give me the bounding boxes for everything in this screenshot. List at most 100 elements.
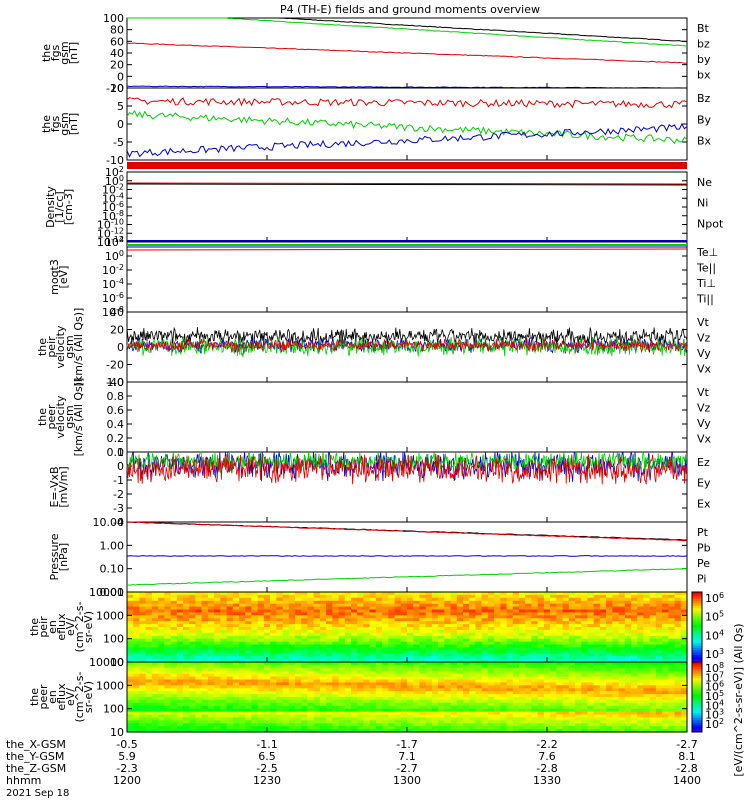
spectrogram-cell: [369, 685, 377, 689]
spectrogram-cell: [419, 688, 427, 692]
spectrogram-cell: [263, 667, 271, 672]
spectrogram-cell: [500, 682, 508, 686]
colorbar-cell: [692, 608, 702, 612]
spectrogram-cell: [369, 708, 377, 713]
spectrogram-cell: [500, 685, 508, 689]
spectrogram-cell: [413, 699, 420, 704]
spectrogram-cell: [543, 723, 551, 727]
spectrogram-cell: [295, 729, 302, 733]
spectrogram-cell: [127, 618, 134, 622]
spectrogram-cell: [419, 702, 427, 707]
spectrogram-cell: [680, 656, 688, 660]
spectrogram-cell: [525, 594, 532, 599]
spectrogram-cell: [183, 688, 190, 692]
spectrogram-cell: [606, 676, 613, 681]
spectrogram-cell: [251, 653, 259, 657]
spectrogram-cell: [674, 673, 682, 678]
spectrogram-cell: [288, 627, 296, 631]
spectrogram-cell: [444, 606, 452, 611]
spectrogram-cell: [680, 635, 688, 640]
spectrogram-cell: [139, 594, 147, 599]
spectrogram-cell: [487, 632, 495, 637]
spectrogram-cell: [444, 682, 452, 686]
spectrogram-cell: [500, 618, 508, 622]
spectrogram-cell: [487, 705, 495, 710]
spectrogram-cell: [581, 632, 588, 637]
y-axis-label: [1/cc]: [53, 191, 66, 222]
spectrogram-cell: [295, 656, 302, 660]
spectrogram-cell: [282, 624, 290, 628]
spectrogram-cell: [618, 702, 626, 707]
spectrogram-cell: [313, 609, 321, 613]
spectrogram-cell: [649, 603, 657, 608]
spectrogram-cell: [450, 618, 458, 622]
spectrogram-cell: [475, 726, 483, 730]
spectrogram-cell: [425, 603, 433, 608]
spectrogram-cell: [674, 603, 682, 608]
spectrogram-cell: [220, 612, 228, 616]
spectrogram-cell: [506, 624, 514, 628]
spectrogram-cell: [319, 673, 327, 678]
spectrogram-cell: [295, 723, 302, 727]
spectrogram-cell: [257, 629, 265, 634]
series-line-Ni: [126, 183, 688, 186]
spectrogram-cell: [332, 644, 340, 648]
spectrogram-cell: [127, 694, 134, 698]
spectrogram-cell: [307, 618, 315, 622]
spectrogram-cell: [369, 653, 377, 657]
spectrogram-cell: [581, 627, 588, 631]
spectrogram-cell: [674, 650, 682, 654]
spectrogram-cell: [494, 653, 501, 657]
spectrogram-cell: [593, 603, 601, 608]
spectrogram-cell: [251, 705, 259, 710]
spectrogram-cell: [431, 644, 439, 648]
spectrogram-cell: [431, 717, 439, 721]
spectrogram-cell: [655, 627, 663, 631]
spectrogram-cell: [581, 606, 588, 611]
spectrogram-cell: [245, 720, 252, 724]
spectrogram-cell: [606, 612, 613, 616]
spectrogram-cell: [214, 609, 221, 613]
spectrogram-cell: [593, 673, 601, 678]
spectrogram-cell: [599, 609, 607, 613]
spectrogram-cell: [363, 705, 371, 710]
spectrogram-cell: [357, 720, 364, 724]
spectrogram-cell: [643, 603, 651, 608]
spectrogram-cell: [519, 711, 526, 716]
spectrogram-cell: [637, 600, 644, 605]
spectrogram-cell: [282, 694, 290, 698]
spectrogram-cell: [587, 691, 595, 695]
spectrogram-cell: [407, 592, 414, 596]
spectrogram-cell: [344, 656, 352, 660]
spectrogram-cell: [649, 705, 657, 710]
spectrogram-cell: [133, 638, 140, 643]
spectrogram-cell: [207, 670, 215, 675]
spectrogram-cell: [201, 653, 209, 657]
spectrogram-cell: [475, 699, 483, 704]
spectrogram-cell: [145, 594, 153, 599]
spectrogram-cell: [133, 699, 140, 704]
spectrogram-cell: [313, 688, 321, 692]
spectrogram-cell: [276, 688, 284, 692]
spectrogram-cell: [139, 603, 147, 608]
spectrogram-cell: [668, 711, 676, 716]
spectrogram-cell: [487, 656, 495, 660]
spectrogram-cell: [332, 647, 340, 651]
spectrogram-cell: [251, 641, 259, 646]
spectrogram-cell: [537, 635, 545, 640]
spectrogram-cell: [481, 714, 489, 718]
spectrogram-cell: [456, 659, 464, 663]
spectrogram-cell: [587, 726, 595, 730]
spectrogram-cell: [469, 694, 476, 698]
spectrogram-cell: [568, 624, 576, 628]
spectrogram-cell: [170, 635, 178, 640]
spectrogram-cell: [444, 638, 452, 643]
spectrogram-cell: [419, 705, 427, 710]
spectrogram-cell: [276, 714, 284, 718]
spectrogram-cell: [363, 720, 371, 724]
spectrogram-cell: [662, 691, 669, 695]
spectrogram-cell: [494, 699, 501, 704]
spectrogram-cell: [151, 705, 159, 710]
spectrogram-cell: [525, 621, 532, 625]
